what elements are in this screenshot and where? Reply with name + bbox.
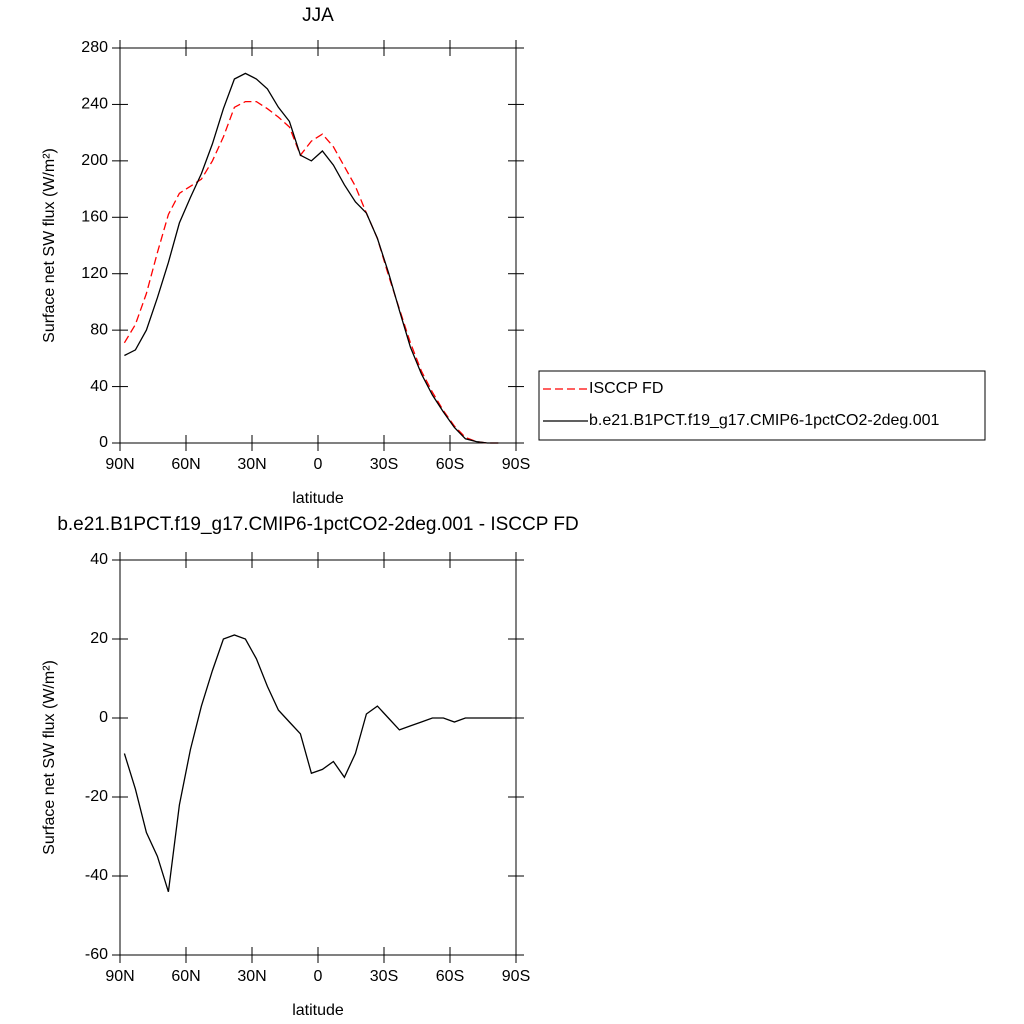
data-line xyxy=(124,72,499,444)
legend-label: ISCCP FD xyxy=(589,380,663,397)
y-axis-label: Surface net SW flux (W/m²) xyxy=(41,148,58,343)
legend-label: b.e21.B1PCT.f19_g17.CMIP6-1pctCO2-2deg.0… xyxy=(589,412,940,429)
x-tick-label: 30S xyxy=(370,456,398,473)
y-tick-label: 120 xyxy=(81,265,108,282)
y-tick-label: 240 xyxy=(81,96,108,113)
y-tick-label: -60 xyxy=(85,946,108,963)
x-tick-label: 90N xyxy=(105,456,134,473)
x-tick-label: 90S xyxy=(502,968,530,985)
x-axis-label: latitude xyxy=(292,1002,344,1019)
x-tick-label: 30N xyxy=(237,456,266,473)
plot-frame xyxy=(119,47,517,444)
chart-title: b.e21.B1PCT.f19_g17.CMIP6-1pctCO2-2deg.0… xyxy=(57,514,578,535)
y-tick-label: -20 xyxy=(85,788,108,805)
x-tick-label: 60N xyxy=(171,968,200,985)
chart-title: JJA xyxy=(302,5,334,26)
y-tick-label: 0 xyxy=(99,709,108,726)
x-tick-label: 60N xyxy=(171,456,200,473)
data-line xyxy=(123,634,512,892)
y-tick-label: 160 xyxy=(81,209,108,226)
x-tick-label: 0 xyxy=(314,968,323,985)
x-axis-label: latitude xyxy=(292,490,344,507)
x-tick-label: 90S xyxy=(502,456,530,473)
x-tick-label: 30S xyxy=(370,968,398,985)
y-tick-label: -40 xyxy=(85,867,108,884)
y-axis-label: Surface net SW flux (W/m²) xyxy=(41,660,58,855)
data-line xyxy=(123,100,499,444)
y-tick-label: 40 xyxy=(90,551,108,568)
y-tick-label: 0 xyxy=(99,434,108,451)
plot-frame xyxy=(119,559,517,956)
x-tick-label: 0 xyxy=(314,456,323,473)
x-tick-label: 90N xyxy=(105,968,134,985)
y-tick-label: 80 xyxy=(90,321,108,338)
x-tick-label: 30N xyxy=(237,968,266,985)
x-tick-label: 60S xyxy=(436,456,464,473)
y-tick-label: 200 xyxy=(81,152,108,169)
y-tick-label: 20 xyxy=(90,630,108,647)
y-tick-label: 280 xyxy=(81,39,108,56)
y-tick-label: 40 xyxy=(90,378,108,395)
legend-box xyxy=(538,370,986,441)
x-tick-label: 60S xyxy=(436,968,464,985)
